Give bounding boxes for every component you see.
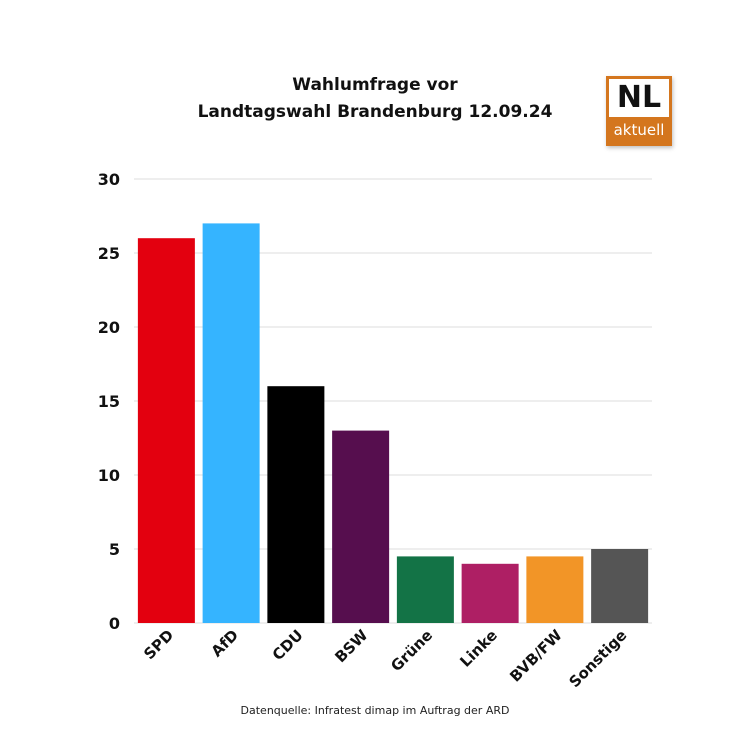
x-tick-label: CDU	[269, 626, 307, 664]
y-axis-ticks: 0 5 10 15 20 25 30	[98, 170, 120, 633]
y-tick-label: 0	[109, 614, 120, 633]
bar-bvb-fw	[526, 556, 584, 623]
y-tick-label: 5	[109, 540, 120, 559]
bar-sonstige	[591, 549, 649, 623]
x-tick-label: Linke	[456, 626, 501, 671]
x-tick-label: BVB/FW	[506, 626, 566, 686]
bar-bsw	[332, 430, 390, 623]
y-tick-label: 10	[98, 466, 120, 485]
x-tick-label: Sonstige	[565, 626, 630, 691]
logo-text-nl: NL	[609, 79, 669, 117]
chart-title-line-1: Wahlumfrage vor	[292, 75, 458, 95]
y-tick-label: 15	[98, 392, 120, 411]
nl-aktuell-logo: NL aktuell	[606, 76, 672, 146]
logo-text-aktuell: aktuell	[613, 121, 665, 139]
bar-afd	[202, 223, 260, 623]
y-tick-label: 25	[98, 244, 120, 263]
bar-cdu	[267, 386, 325, 623]
chart-title-line-2: Landtagswahl Brandenburg 12.09.24	[197, 102, 553, 122]
chart-title: Wahlumfrage vor Landtagswahl Brandenburg…	[150, 72, 600, 126]
bar-spd	[137, 238, 195, 623]
bar-gr-ne	[396, 556, 454, 623]
data-source-note: Datenquelle: Infratest dimap im Auftrag …	[240, 704, 510, 717]
x-tick-label: Grüne	[387, 626, 436, 675]
bar-linke	[461, 563, 519, 623]
x-tick-label: BSW	[331, 626, 371, 666]
x-tick-label: SPD	[140, 626, 177, 663]
y-tick-label: 30	[98, 170, 120, 189]
x-axis-ticks: SPD AfD CDU BSW Grüne Linke BVB/FW Sonstige	[140, 626, 630, 691]
y-tick-label: 20	[98, 318, 120, 337]
bars	[137, 223, 649, 623]
x-tick-label: AfD	[208, 626, 242, 660]
